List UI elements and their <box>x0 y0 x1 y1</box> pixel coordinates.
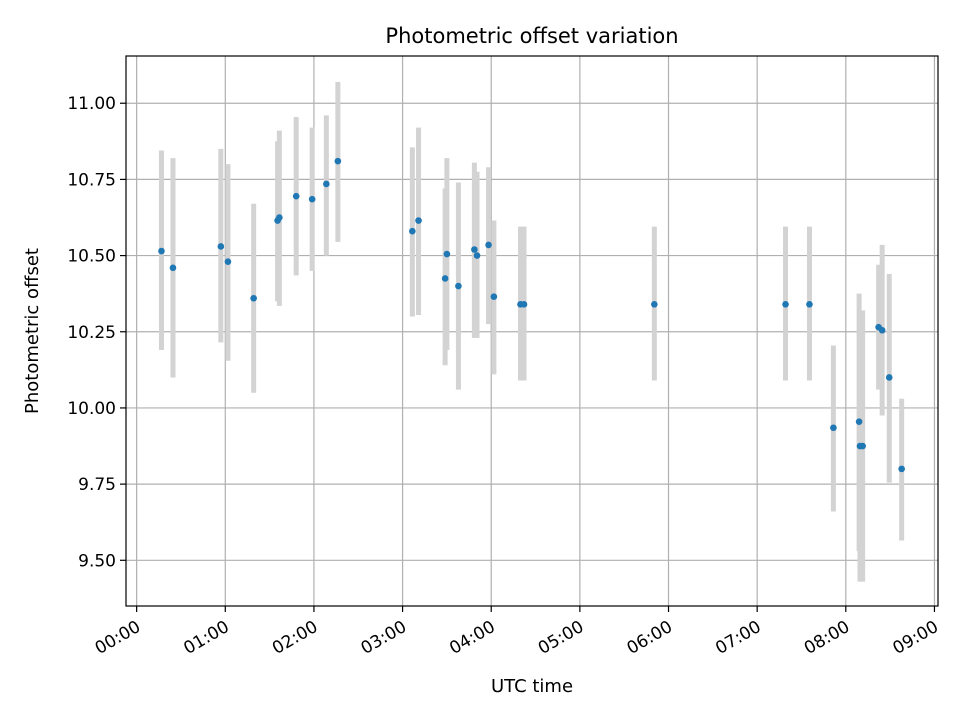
x-tick-label: 06:00 <box>624 617 676 659</box>
data-point <box>292 192 300 200</box>
x-tick-label: 00:00 <box>92 617 144 659</box>
data-point <box>885 374 893 381</box>
data-point <box>878 326 886 334</box>
data-point <box>276 214 283 221</box>
x-axis-ticks: 00:00 01:00 02:00 03:00 04:00 05:00 06:00 07:00… <box>92 606 942 659</box>
x-tick-label: 07:00 <box>712 617 764 659</box>
x-axis-label: UTC time <box>491 676 573 697</box>
data-point <box>830 424 837 432</box>
y-tick-label: 10.25 <box>67 323 116 343</box>
data-point <box>520 301 528 308</box>
data-point <box>441 275 449 282</box>
data-point <box>323 180 330 188</box>
data-point <box>651 301 658 308</box>
y-axis-ticks: 9.50 9.75 10.00 10.25 10.50 10.75 11.00 <box>67 94 126 571</box>
data-point <box>806 301 813 308</box>
data-point <box>473 252 481 259</box>
data-point <box>782 301 789 308</box>
data-point <box>455 282 462 290</box>
data-point <box>443 250 451 258</box>
data-point <box>217 243 225 250</box>
data-point <box>308 195 316 203</box>
chart-title: Photometric offset variation <box>385 24 678 48</box>
x-tick-label: 08:00 <box>801 617 853 659</box>
data-point <box>855 418 863 425</box>
data-point <box>859 442 866 450</box>
x-tick-label: 03:00 <box>358 617 410 659</box>
x-tick-label: 02:00 <box>269 617 321 659</box>
data-point <box>334 157 342 165</box>
grid-lines <box>126 56 938 606</box>
data-point <box>250 294 257 302</box>
data-point <box>409 227 416 235</box>
data-points <box>158 157 905 473</box>
y-tick-label: 9.50 <box>78 551 116 571</box>
y-tick-label: 11.00 <box>67 94 116 114</box>
x-tick-label: 09:00 <box>890 617 942 659</box>
y-axis-label: Photometric offset <box>22 248 43 414</box>
x-tick-label: 05:00 <box>535 617 587 659</box>
y-tick-label: 10.00 <box>67 399 116 419</box>
x-tick-label: 04:00 <box>446 617 498 659</box>
data-point <box>415 217 422 224</box>
data-point <box>224 258 232 265</box>
x-tick-label: 01:00 <box>180 617 232 659</box>
data-point <box>169 264 177 272</box>
data-point <box>471 246 478 253</box>
y-tick-label: 10.50 <box>67 247 116 267</box>
plot-frame <box>125 55 939 607</box>
data-point <box>158 247 165 255</box>
y-tick-label: 9.75 <box>78 475 116 495</box>
data-point <box>490 293 498 301</box>
y-tick-label: 10.75 <box>67 170 116 190</box>
data-point <box>485 241 492 249</box>
data-point <box>898 465 905 473</box>
